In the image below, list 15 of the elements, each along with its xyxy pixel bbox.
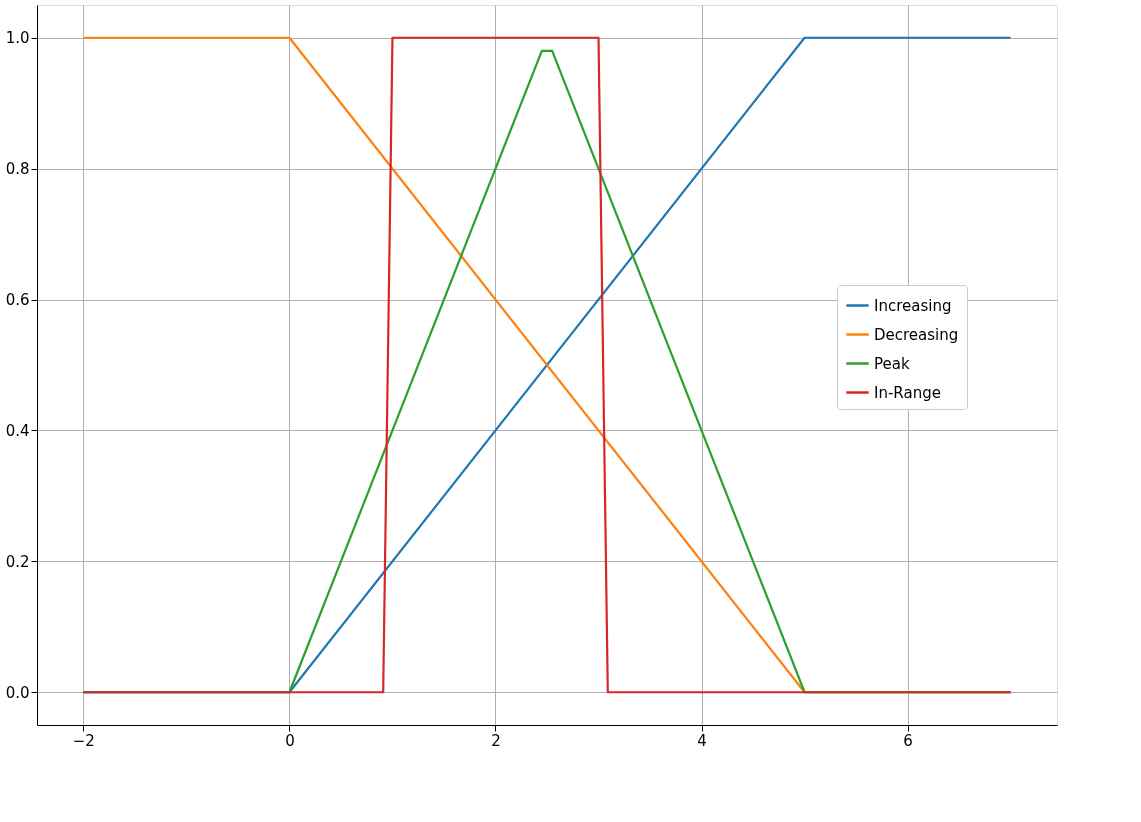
x-tick-label: 4: [697, 731, 707, 750]
legend-label: Decreasing: [874, 325, 959, 344]
y-tick-label: 0.0: [5, 683, 30, 702]
x-tick-label: 0: [285, 731, 295, 750]
legend-label: In-Range: [874, 383, 941, 402]
x-tick-label: 2: [491, 731, 501, 750]
y-tick-label: 0.2: [5, 552, 30, 571]
y-tick-label: 0.6: [5, 291, 30, 310]
legend-label: Increasing: [874, 296, 952, 315]
x-tick-label: −2: [72, 731, 95, 750]
y-tick-label: 0.4: [5, 421, 30, 440]
legend-label: Peak: [874, 354, 910, 373]
y-tick-label: 1.0: [5, 29, 30, 48]
y-tick-label: 0.8: [5, 160, 30, 179]
x-tick-label: 6: [903, 731, 913, 750]
